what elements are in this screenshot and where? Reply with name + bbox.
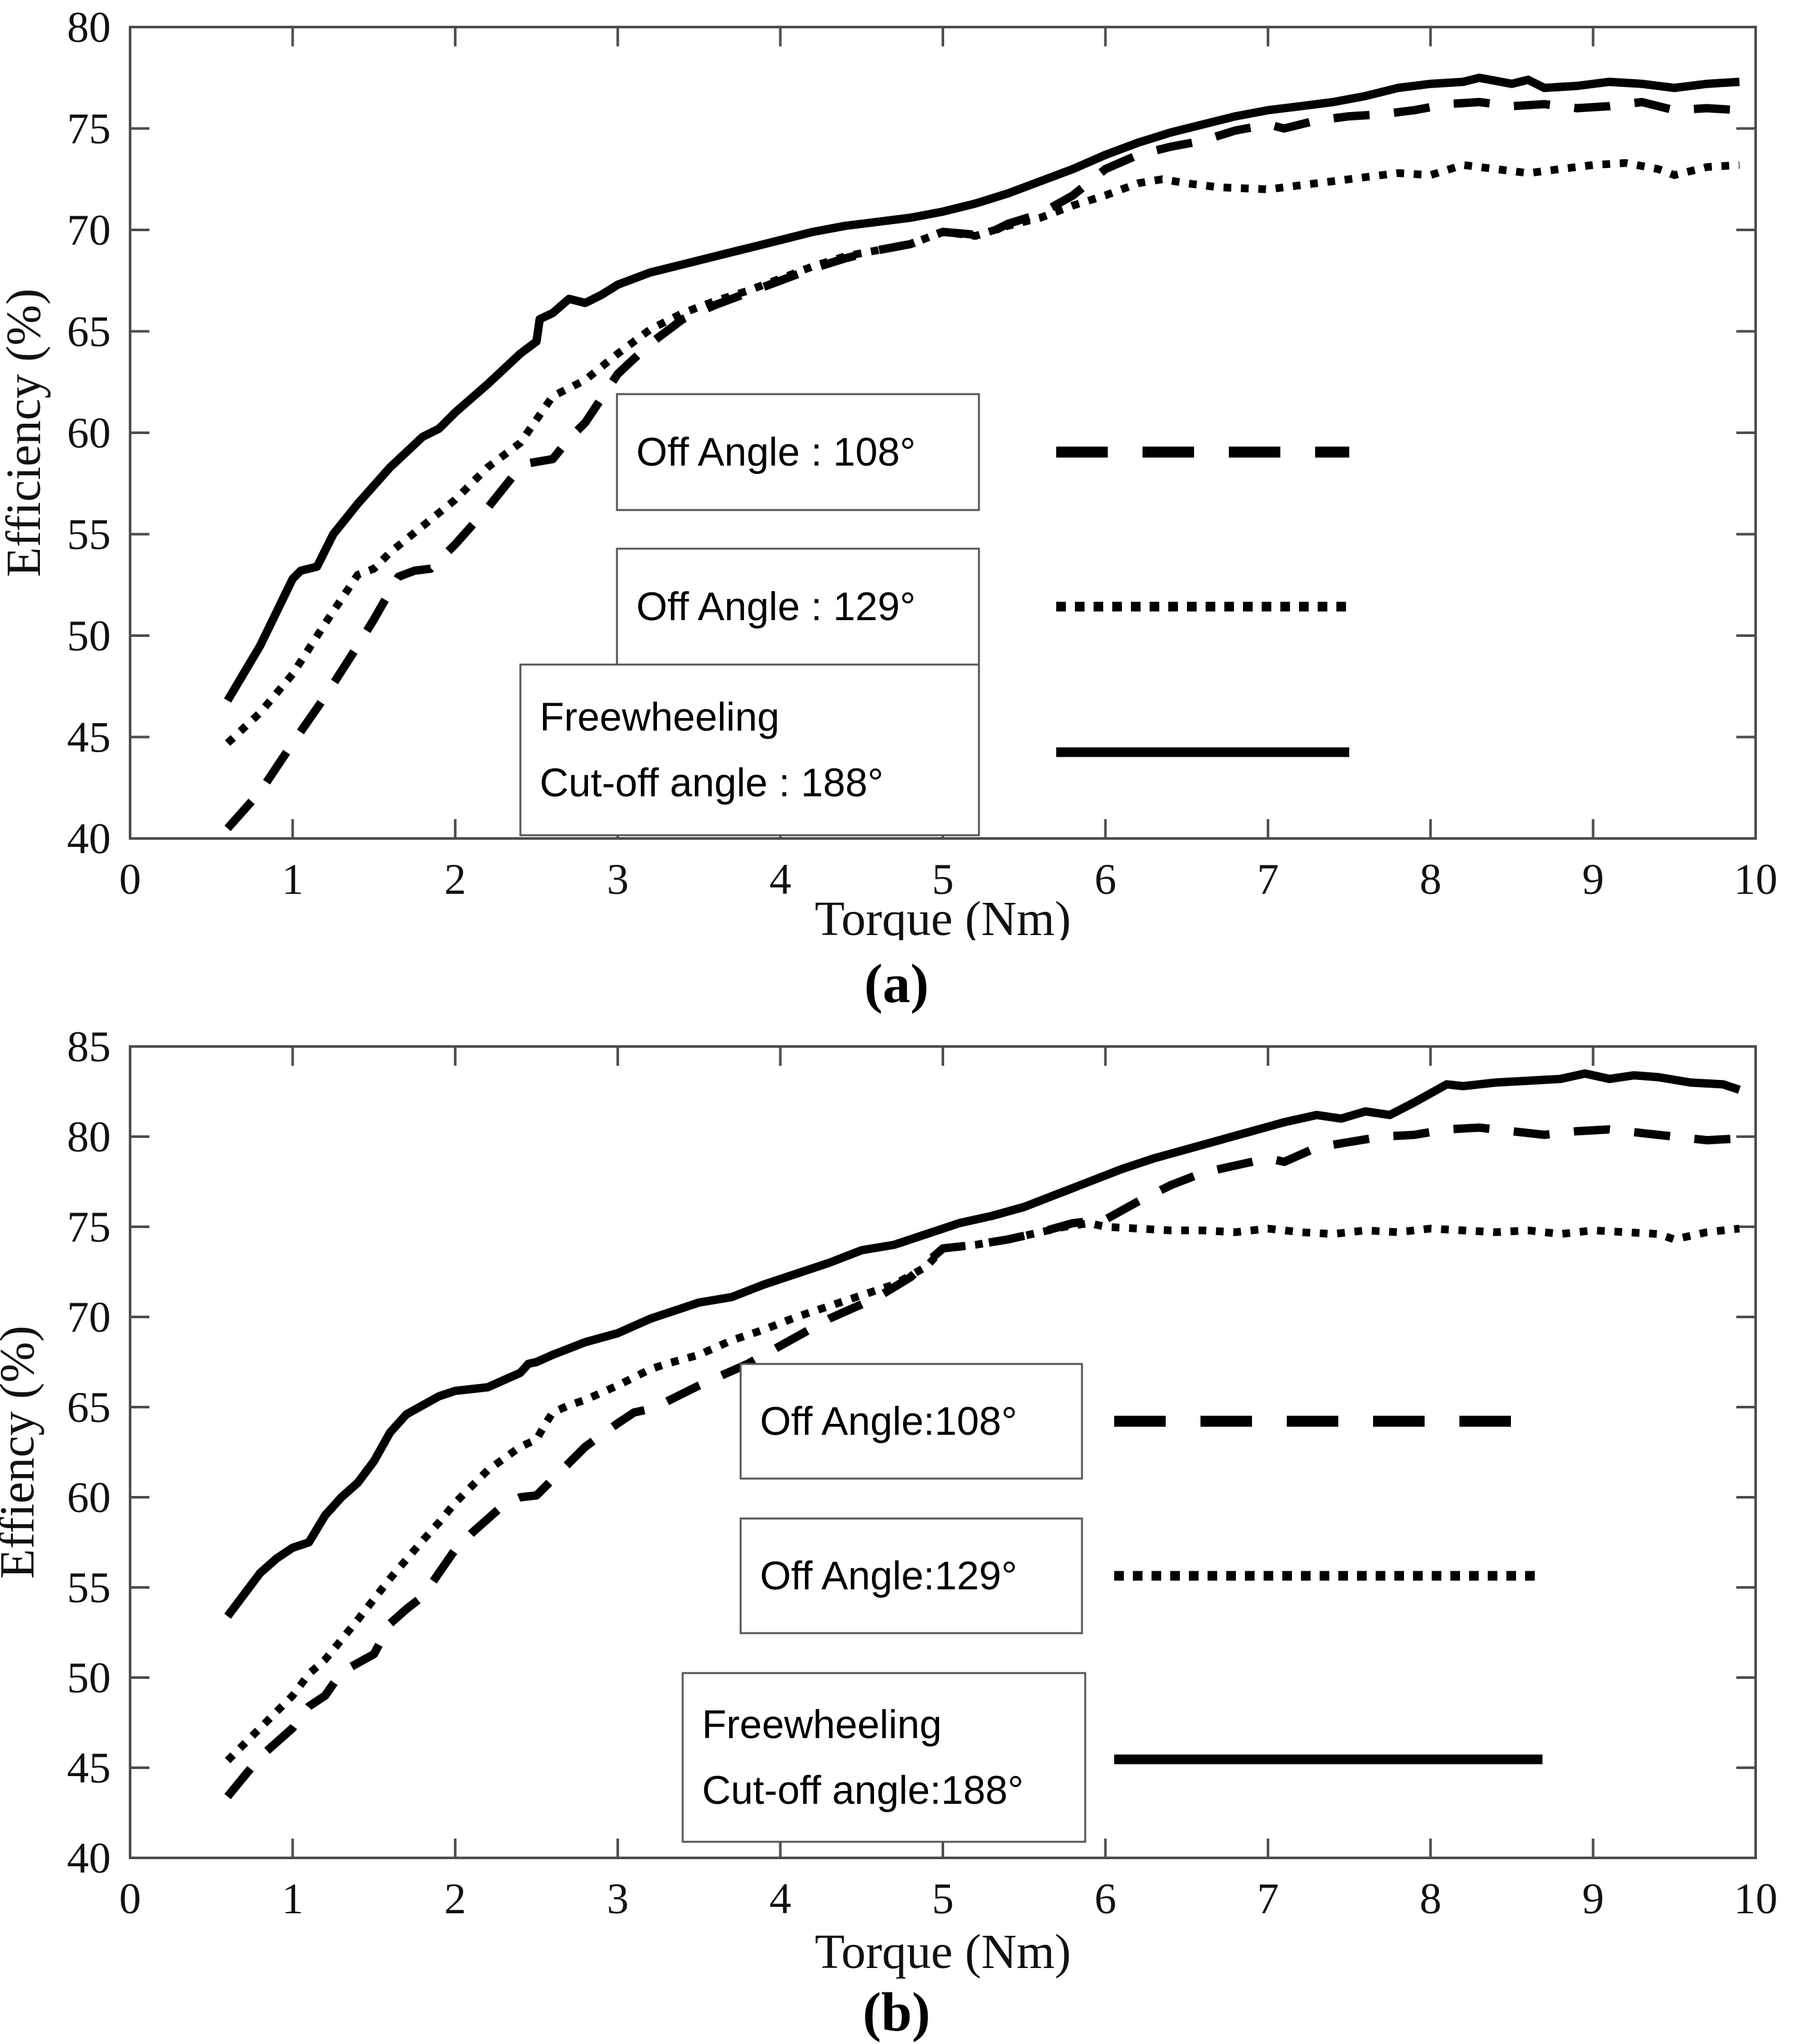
legend-label: Freewheeling: [702, 1703, 942, 1747]
y-tick-label: 60: [67, 1473, 111, 1522]
series-line-dotted: [225, 159, 1740, 746]
y-tick-label: 60: [67, 408, 111, 457]
legend: Off Angle:108° Off Angle:129° Freewheeling…: [681, 1363, 1542, 1843]
y-tick-label: 70: [67, 205, 111, 254]
series-line-solid: [224, 1069, 1741, 1619]
legend-box-dashed: [739, 1363, 1083, 1480]
legend-box-solid: [519, 663, 980, 837]
x-tick-label: 2: [444, 1874, 466, 1923]
x-tick-label: 7: [1257, 855, 1279, 904]
legend-label: Cut-off angle:188°: [702, 1768, 1023, 1813]
series-line-dashed: [224, 98, 1740, 831]
y-tick-labels: 40 45 50 55 60 65 70 75 80: [67, 3, 111, 863]
x-axis-label: Torque (Nm): [815, 1925, 1071, 1979]
x-tick-label: 10: [1734, 855, 1778, 904]
x-tick-label: 9: [1582, 855, 1604, 904]
legend-label: Off Angle : 129°: [636, 585, 916, 629]
x-tick-label: 8: [1419, 1874, 1441, 1923]
y-ticks: [130, 26, 1756, 840]
y-tick-label: 50: [67, 611, 111, 660]
x-tick-label: 7: [1257, 1874, 1279, 1923]
y-tick-label: 75: [67, 1202, 111, 1251]
legend-box-dashed: [616, 393, 980, 511]
x-tick-label: 8: [1419, 855, 1441, 904]
legend-label: Off Angle:108°: [760, 1399, 1017, 1444]
x-axis-label: Torque (Nm): [815, 892, 1071, 940]
legend-box-solid: [681, 1672, 1086, 1843]
x-tick-labels: 0 1 2 3 4 5 6 7 8 9 10: [119, 1874, 1778, 1923]
x-tick-label: 6: [1094, 855, 1116, 904]
y-tick-label: 50: [67, 1653, 111, 1702]
x-tick-label: 0: [119, 855, 141, 904]
x-tick-label: 9: [1582, 1874, 1604, 1923]
x-tick-label: 1: [281, 1874, 303, 1923]
y-tick-label: 85: [67, 1027, 111, 1071]
y-tick-label: 45: [67, 713, 111, 762]
caption-b: (b): [862, 1981, 931, 2043]
x-tick-label: 4: [770, 855, 792, 904]
y-tick-label: 65: [67, 307, 111, 356]
x-tick-label: 5: [932, 1874, 954, 1923]
caption-a: (a): [864, 952, 929, 1014]
x-tick-label: 1: [281, 855, 303, 904]
x-tick-label: 6: [1094, 1874, 1116, 1923]
series-line-solid: [223, 73, 1740, 703]
series-line-dotted: [225, 1219, 1740, 1764]
y-tick-label: 40: [67, 814, 111, 863]
legend-box-dotted: [616, 547, 980, 666]
legend-label: Off Angle:129°: [760, 1554, 1017, 1598]
x-tick-label: 0: [119, 1874, 141, 1923]
legend-label: Off Angle : 108°: [636, 430, 916, 475]
y-tick-label: 75: [67, 104, 111, 153]
y-tick-labels: 40 45 50 55 60 65 70 75 80 85: [67, 1027, 111, 1882]
legend-label: Freewheeling: [540, 696, 779, 740]
x-tick-labels: 0 1 2 3 4 5 6 7 8 9 10: [119, 855, 1778, 904]
y-tick-label: 45: [67, 1743, 111, 1792]
series-line-dashed: [224, 1123, 1740, 1799]
legend-label: Cut-off angle : 188°: [540, 761, 884, 806]
y-tick-label: 80: [67, 3, 111, 52]
y-tick-label: 65: [67, 1383, 111, 1432]
y-axis-label: Effiency (%): [0, 1325, 44, 1578]
x-tick-label: 3: [607, 1874, 629, 1923]
y-tick-label: 40: [67, 1833, 111, 1882]
x-tick-label: 10: [1734, 1874, 1778, 1923]
y-tick-label: 55: [67, 1563, 111, 1612]
x-tick-label: 5: [932, 855, 954, 904]
y-ticks: [130, 1045, 1756, 1859]
y-tick-label: 55: [67, 510, 111, 559]
y-axis-label: Efficiency (%): [0, 289, 51, 577]
x-tick-label: 3: [607, 855, 629, 904]
legend: Off Angle : 108° Off Angle : 129° Freewhee…: [519, 393, 1349, 837]
x-tick-label: 4: [770, 1874, 792, 1923]
y-tick-label: 80: [67, 1112, 111, 1161]
y-tick-label: 70: [67, 1292, 111, 1341]
legend-box-dotted: [739, 1517, 1083, 1634]
x-tick-label: 2: [444, 855, 466, 904]
